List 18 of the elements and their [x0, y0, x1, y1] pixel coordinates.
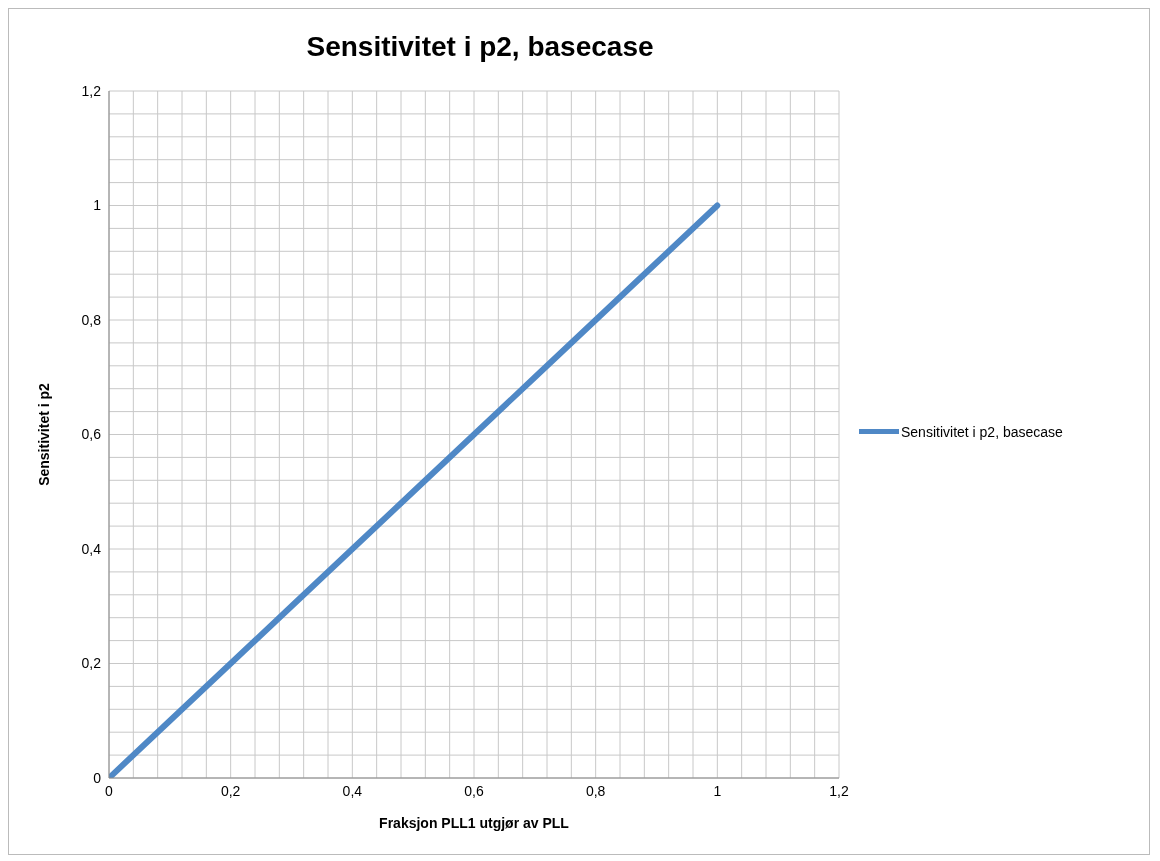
x-tick-label: 0 — [105, 782, 114, 799]
x-tick-label: 0,4 — [342, 782, 363, 799]
y-tick-label: 0,4 — [81, 540, 102, 557]
y-tick-label: 0,8 — [81, 311, 102, 328]
legend-label: Sensitivitet i p2, basecase — [900, 423, 1064, 440]
chart-title: Sensitivitet i p2, basecase — [305, 31, 655, 63]
y-tick-label: 0,6 — [81, 426, 102, 443]
y-axis-title: Sensitivitet i p2 — [35, 382, 52, 486]
x-tick-label: 1 — [713, 782, 722, 799]
y-tick-label: 1,2 — [81, 82, 102, 99]
x-tick-label: 0,2 — [220, 782, 241, 799]
x-tick-label: 0,6 — [464, 782, 484, 799]
y-tick-label: 0 — [93, 769, 102, 786]
y-tick-label: 0,2 — [81, 655, 102, 672]
y-tick-label: 1 — [93, 197, 102, 214]
x-tick-label: 0,8 — [585, 782, 606, 799]
x-tick-label: 1,2 — [829, 782, 849, 799]
x-axis-title: Fraksjon PLL1 utgjør av PLL — [379, 815, 570, 831]
